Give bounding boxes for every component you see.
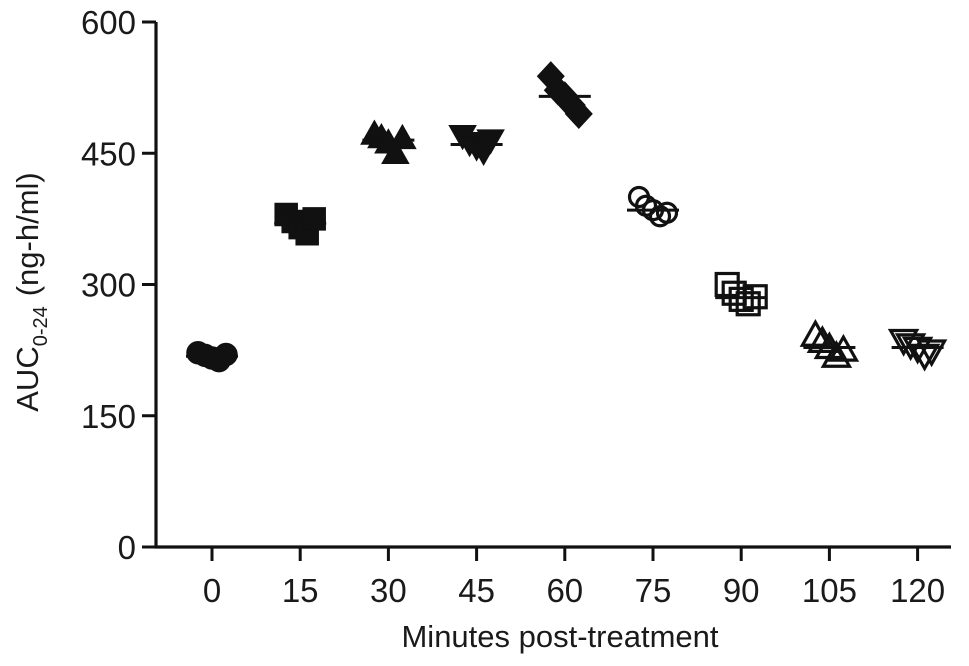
y-tick-label: 0	[118, 529, 136, 566]
x-tick-label: 30	[370, 572, 407, 609]
x-tick-label: 0	[203, 572, 221, 609]
mean-lines	[186, 94, 944, 358]
data-point	[381, 138, 410, 164]
data-point	[908, 343, 941, 372]
x-tick-label: 60	[546, 572, 583, 609]
y-axis-title-unit: (ng-h/ml)	[10, 172, 45, 296]
axis-lines	[154, 22, 951, 549]
y-tick-label: 300	[81, 267, 136, 304]
data-point	[806, 325, 839, 353]
y-tick-label: 600	[81, 4, 136, 41]
y-tick-label: 450	[81, 135, 136, 172]
x-tick-label: 15	[282, 572, 319, 609]
data-point	[728, 286, 754, 312]
data-point	[476, 129, 505, 155]
x-axis-ticks: 0 15 30 45 60 75 90 105 120	[203, 547, 945, 609]
x-tick-label: 45	[458, 572, 495, 609]
data-point	[214, 342, 238, 367]
data-point	[735, 291, 761, 317]
data-point	[799, 318, 832, 347]
data-point	[388, 123, 417, 150]
data-points	[186, 61, 948, 373]
y-axis-ticks: 0 150 300 450 600	[81, 4, 156, 566]
x-axis-title: Minutes post-treatment	[401, 619, 718, 654]
y-axis-title-main: AUC	[10, 346, 45, 411]
x-tick-label: 90	[723, 572, 760, 609]
y-tick-label: 150	[81, 398, 136, 435]
x-tick-label: 105	[802, 572, 857, 609]
y-axis-title: AUC0-24 (ng-h/ml)	[10, 172, 52, 412]
data-point	[887, 328, 920, 357]
data-point	[714, 271, 740, 298]
y-axis-title-subscript: 0-24	[30, 306, 52, 346]
data-point	[820, 339, 853, 368]
data-point	[564, 98, 593, 129]
data-point	[915, 339, 948, 368]
x-tick-label: 120	[890, 572, 945, 609]
data-point	[302, 207, 326, 231]
data-point	[655, 201, 679, 224]
x-tick-label: 75	[635, 572, 672, 609]
